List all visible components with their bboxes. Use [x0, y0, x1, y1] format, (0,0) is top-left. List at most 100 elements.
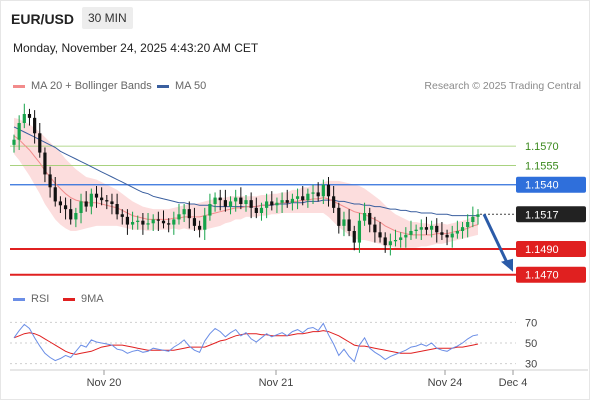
legend-ma50-swatch	[157, 84, 169, 88]
rsi-tick-label: 50	[525, 338, 537, 350]
candle-body	[43, 152, 47, 175]
rsi-tick-label: 70	[525, 317, 537, 329]
level-label-resistance: 1.1540	[525, 180, 559, 192]
level-tag-support	[516, 266, 586, 283]
candle-body	[89, 193, 93, 207]
candle-body	[424, 227, 429, 230]
candle-body	[167, 223, 171, 225]
candle-body	[136, 220, 140, 222]
rsi-tick-label: 30	[525, 359, 537, 371]
legend-rsi-ma: 9MA	[63, 293, 104, 305]
candle-body	[130, 222, 135, 225]
datetime-label: Monday, November 24, 2025 4:43:20 AM CET	[13, 41, 259, 55]
chart-header: EUR/USD 30 MIN	[0, 0, 588, 36]
legend-ma20-swatch	[13, 84, 25, 88]
candle-body	[254, 207, 258, 213]
candle-body	[187, 209, 191, 219]
legend-rsi-ma-label: 9MA	[81, 293, 104, 305]
candle-body	[84, 201, 88, 207]
level-label-support: 1.1490	[525, 244, 559, 256]
candle-body	[105, 200, 109, 202]
candle-body	[455, 231, 459, 234]
candle-body	[435, 225, 439, 233]
candle-body	[306, 193, 310, 201]
candle-body	[146, 223, 150, 225]
x-tick-label: Nov 21	[259, 377, 294, 389]
candle-body	[295, 196, 300, 199]
legend-rsi-label: RSI	[31, 293, 50, 305]
candle-body	[249, 200, 253, 208]
candle-body	[33, 117, 37, 134]
symbol-label: EUR/USD	[11, 11, 75, 27]
timeframe-tab[interactable]: 30 MIN	[82, 7, 133, 29]
legend-ma50-label: MA 50	[175, 80, 207, 92]
candle-body	[213, 197, 217, 204]
candle-body	[321, 184, 325, 197]
rsi-ma-line	[13, 330, 479, 355]
candle-body	[172, 219, 176, 225]
candle-body	[414, 229, 418, 231]
candle-body	[393, 240, 398, 242]
level-tag-resistance	[516, 176, 586, 193]
candle-body	[275, 202, 279, 206]
level-label-target: 1.1555	[525, 160, 559, 172]
candle-body	[218, 197, 222, 201]
candle-body	[347, 219, 351, 231]
candle-body	[368, 213, 372, 225]
legend-rsi-ma-swatch	[63, 297, 75, 301]
candle-body	[373, 224, 377, 233]
level-tag-support	[516, 241, 586, 257]
candle-body	[316, 192, 320, 197]
candle-body	[22, 114, 26, 123]
candle-body	[74, 213, 78, 220]
candle-body	[48, 174, 52, 188]
candle-body	[156, 219, 160, 221]
candle-body	[476, 214, 480, 217]
candle-body	[440, 232, 444, 235]
candle-body	[471, 216, 475, 222]
legend-rsi: RSI	[13, 293, 49, 305]
candle-body	[285, 200, 289, 203]
candle-body	[466, 222, 470, 228]
candle-body	[301, 196, 305, 201]
candle-body	[270, 201, 274, 206]
credit-label: Research © 2025 Trading Central	[424, 80, 581, 92]
candle-body	[192, 218, 197, 226]
candle-body	[357, 220, 362, 243]
candle-body	[228, 201, 233, 207]
level-label-last: 1.1517	[525, 209, 559, 221]
level-label-support: 1.1470	[525, 270, 559, 282]
candle-body	[332, 196, 336, 208]
candle-body	[100, 197, 104, 201]
candle-body	[378, 232, 382, 238]
candle-body	[404, 234, 408, 238]
candle-body	[239, 197, 243, 204]
candle-body	[17, 123, 21, 140]
candle-body	[223, 200, 227, 207]
candle-body	[198, 225, 202, 230]
candle-body	[460, 227, 465, 231]
candle-body	[326, 184, 331, 197]
x-tick-label: Dec 4	[499, 377, 528, 389]
candle-body	[445, 234, 449, 238]
projection-arrow-line	[482, 213, 510, 266]
candle-body	[208, 204, 212, 216]
candle-body	[94, 193, 99, 198]
candle-body	[69, 209, 73, 220]
candle-body	[58, 201, 62, 206]
candle-body	[63, 205, 68, 210]
candle-body	[383, 237, 387, 246]
candle-body	[450, 233, 454, 238]
candle-body	[244, 200, 248, 204]
candle-body	[115, 204, 119, 215]
candle-body	[290, 198, 294, 203]
rsi-line	[13, 322, 479, 363]
candle-body	[409, 231, 413, 235]
x-tick-label: Nov 20	[87, 377, 122, 389]
candle-body	[399, 237, 403, 240]
legend-ma50: MA 50	[157, 80, 206, 92]
legend-ma20: MA 20 + Bollinger Bands	[13, 80, 152, 92]
candle-body	[337, 207, 341, 226]
candle-body	[259, 207, 264, 213]
